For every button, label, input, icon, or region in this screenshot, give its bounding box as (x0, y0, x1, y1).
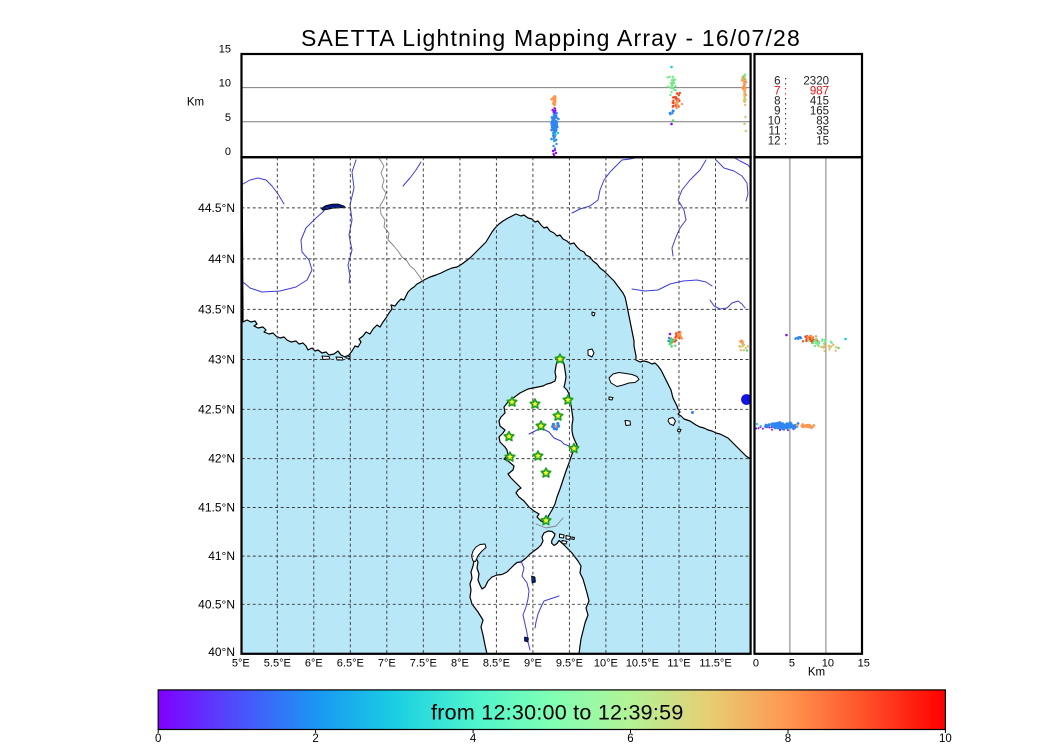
svg-text:8°E: 8°E (451, 658, 469, 670)
svg-text:165: 165 (810, 106, 829, 118)
svg-text:Km: Km (187, 97, 204, 109)
svg-text:9.5°E: 9.5°E (556, 658, 583, 670)
svg-text:7.5°E: 7.5°E (410, 658, 437, 670)
svg-text:83: 83 (816, 116, 829, 128)
svg-text:7°E: 7°E (378, 658, 396, 670)
svg-text:35: 35 (816, 126, 829, 138)
svg-text::: : (784, 136, 787, 148)
svg-text:9: 9 (774, 106, 780, 118)
svg-text:4: 4 (470, 733, 477, 745)
svg-text:10.5°E: 10.5°E (626, 658, 659, 670)
svg-text:42°N: 42°N (208, 452, 235, 466)
svg-text:6.5°E: 6.5°E (337, 658, 364, 670)
svg-text:9°E: 9°E (524, 658, 542, 670)
svg-text:10: 10 (768, 116, 781, 128)
svg-text:7: 7 (774, 85, 780, 97)
svg-text:10: 10 (822, 658, 834, 670)
svg-text:2: 2 (312, 733, 318, 745)
svg-text:41°N: 41°N (208, 549, 235, 563)
svg-text::: : (784, 75, 787, 87)
svg-text::: : (784, 116, 787, 128)
svg-text:0: 0 (753, 658, 759, 670)
svg-text:6: 6 (774, 75, 780, 87)
svg-text:10: 10 (939, 733, 952, 745)
svg-text:40°N: 40°N (208, 645, 235, 659)
svg-text::: : (784, 126, 787, 138)
svg-text:415: 415 (810, 95, 829, 107)
svg-text:42.5°N: 42.5°N (198, 402, 235, 416)
svg-text:43.5°N: 43.5°N (198, 303, 235, 317)
svg-text:5: 5 (225, 112, 231, 124)
svg-text:15: 15 (858, 658, 870, 670)
svg-text:41.5°N: 41.5°N (198, 501, 235, 515)
svg-text::: : (784, 95, 787, 107)
svg-text:15: 15 (816, 136, 829, 148)
svg-text:8: 8 (774, 95, 780, 107)
svg-text:11°E: 11°E (667, 658, 690, 670)
svg-text::: : (784, 106, 787, 118)
svg-text:10°E: 10°E (594, 658, 618, 670)
svg-text:43°N: 43°N (208, 353, 235, 367)
svg-text:10: 10 (219, 78, 231, 90)
svg-text:44°N: 44°N (208, 252, 235, 266)
svg-text:6°E: 6°E (305, 658, 323, 670)
svg-text:987: 987 (810, 85, 829, 97)
svg-text:11.5°E: 11.5°E (699, 658, 731, 670)
svg-text:SAETTA Lightning Mapping Array: SAETTA Lightning Mapping Array - 16/07/2… (301, 25, 801, 51)
svg-text:5.5°E: 5.5°E (264, 658, 291, 670)
svg-text:5°E: 5°E (232, 658, 250, 670)
svg-text:from 12:30:00 to 12:39:59: from 12:30:00 to 12:39:59 (431, 701, 683, 725)
svg-text:2320: 2320 (803, 75, 829, 87)
svg-text::: : (784, 85, 787, 97)
svg-text:0: 0 (225, 146, 231, 158)
svg-text:5: 5 (789, 658, 795, 670)
svg-text:6: 6 (627, 733, 633, 745)
svg-text:12: 12 (768, 136, 781, 148)
svg-text:8.5°E: 8.5°E (483, 658, 510, 670)
svg-text:8: 8 (785, 733, 791, 745)
svg-text:15: 15 (219, 43, 231, 55)
svg-text:44.5°N: 44.5°N (198, 201, 235, 215)
svg-text:0: 0 (155, 733, 161, 745)
svg-text:Km: Km (808, 667, 825, 679)
svg-text:11: 11 (769, 126, 781, 138)
svg-text:40.5°N: 40.5°N (198, 597, 235, 611)
